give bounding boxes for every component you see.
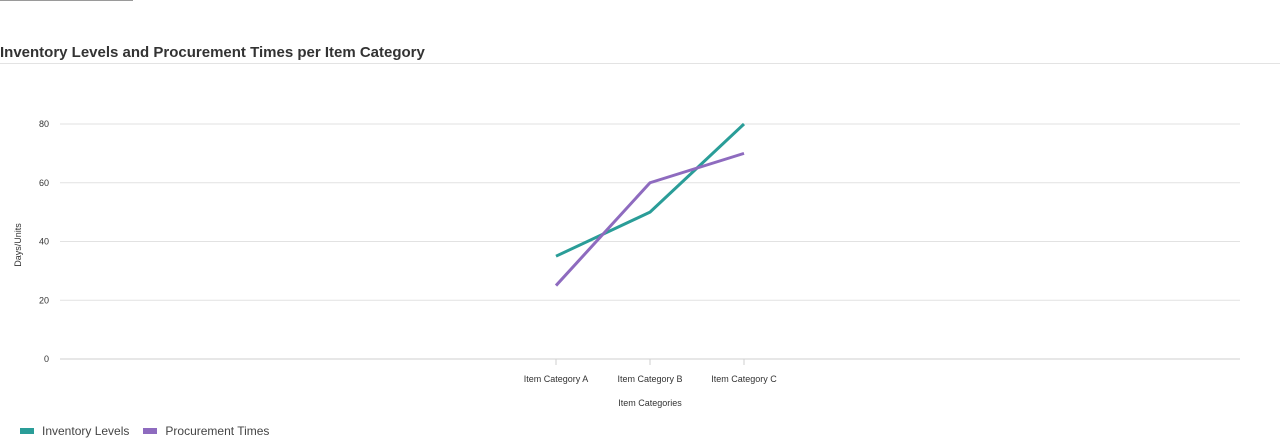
x-tick-label: Item Category C	[711, 374, 777, 384]
chart-legend: Inventory Levels Procurement Times	[20, 423, 283, 439]
legend-item-0[interactable]: Inventory Levels	[20, 424, 129, 438]
y-tick-label: 60	[39, 178, 49, 188]
legend-swatch	[143, 428, 158, 434]
grid-lines	[60, 123, 1240, 360]
series-line-1	[554, 151, 745, 287]
legend-label: Procurement Times	[165, 424, 270, 438]
y-tick-label: 40	[39, 237, 49, 247]
chart-title: Inventory Levels and Procurement Times p…	[0, 44, 425, 61]
series-line-0	[555, 122, 746, 258]
y-tick-label: 80	[39, 119, 49, 129]
legend-swatch	[20, 428, 34, 434]
y-axis-ticks: 0 20 40 60 80	[39, 119, 49, 364]
y-tick-label: 20	[39, 295, 49, 305]
x-tick-label: Item Category A	[524, 374, 589, 384]
legend-item-1[interactable]: Procurement Times	[143, 424, 269, 438]
x-axis: Item Category A Item Category B Item Categ…	[524, 359, 777, 384]
chart-header: Inventory Levels and Procurement Times p…	[0, 38, 1280, 64]
x-axis-title: Item Categories	[618, 398, 682, 408]
legend-label: Inventory Levels	[42, 424, 130, 438]
y-axis-title: Days/Units	[13, 223, 23, 267]
series-lines	[554, 122, 746, 287]
x-tick-label: Item Category B	[617, 374, 682, 384]
top-tab-indicator	[0, 0, 133, 1]
y-tick-label: 0	[44, 354, 49, 364]
